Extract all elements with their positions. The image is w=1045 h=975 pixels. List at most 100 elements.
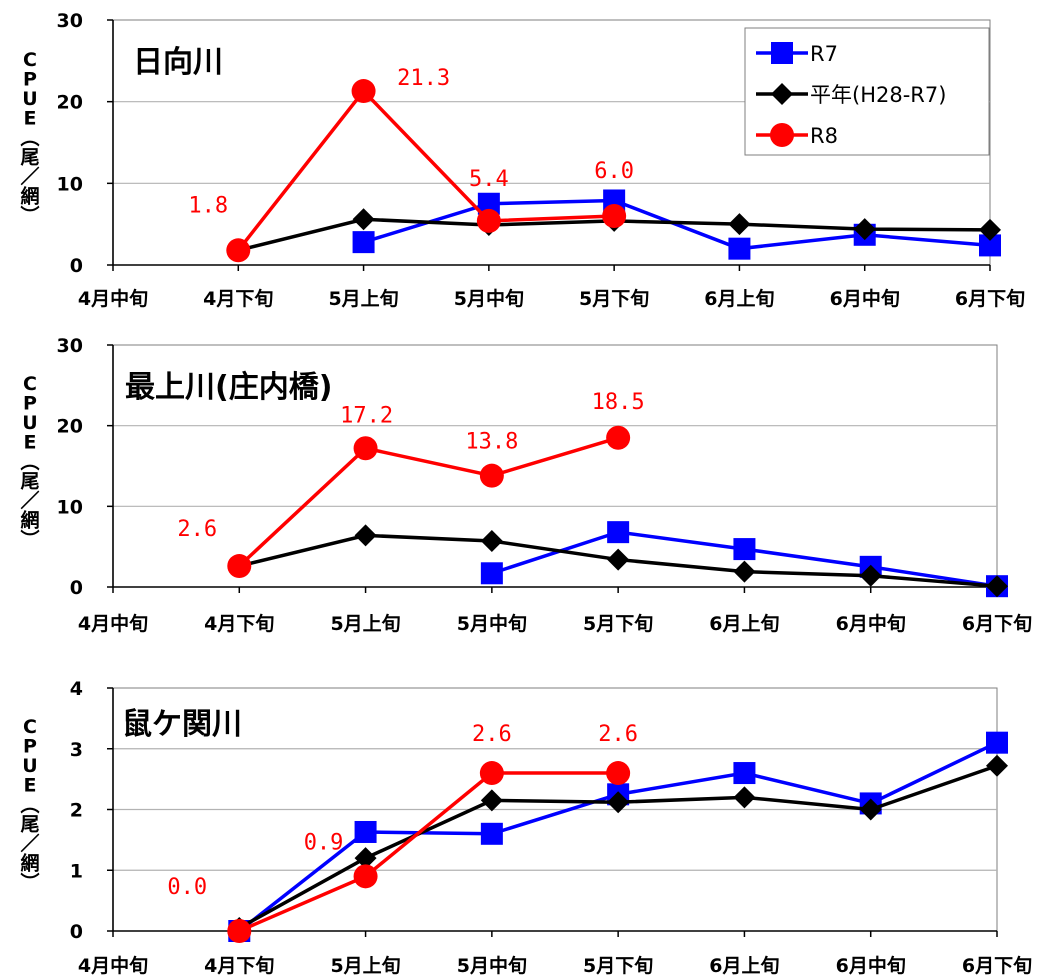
data-point [480, 789, 503, 812]
x-tick-label: 6月中旬 [836, 954, 906, 975]
x-tick-label: 6月下旬 [962, 612, 1032, 635]
y-axis-title-char: ／ [20, 832, 39, 855]
data-label: 13.8 [465, 430, 518, 455]
data-label: 2.6 [598, 722, 638, 747]
data-label: 17.2 [340, 403, 393, 428]
data-point [353, 436, 378, 461]
data-point [354, 820, 377, 843]
data-point [859, 564, 882, 587]
y-axis-title-char: 網 [20, 852, 39, 875]
y-tick-label: 0 [70, 255, 83, 277]
data-label: 2.6 [472, 722, 512, 747]
y-tick-label: 10 [57, 496, 83, 518]
y-axis-title-char: U [22, 412, 37, 434]
data-point [733, 560, 756, 583]
data-point [607, 548, 630, 571]
x-tick-label: 5月中旬 [454, 287, 524, 310]
y-axis-title-char: ︶ [20, 528, 39, 551]
x-tick-label: 4月下旬 [204, 612, 274, 635]
x-tick-label: 5月下旬 [583, 612, 653, 635]
data-label: 6.0 [594, 159, 634, 184]
data-label: 1.8 [188, 193, 228, 218]
legend: R7 平年(H28-R7) R8 [744, 27, 990, 156]
y-axis-title-char: 尾 [20, 814, 39, 836]
data-point [226, 238, 251, 263]
y-tick-label: 4 [70, 678, 83, 700]
data-point [979, 218, 1001, 241]
data-point [607, 791, 630, 814]
data-point [733, 538, 756, 561]
x-tick-label: 4月中旬 [78, 954, 148, 975]
data-label: 21.3 [397, 66, 450, 91]
data-point [859, 798, 882, 821]
legend-label: R8 [810, 124, 838, 148]
legend-label: 平年(H28-R7) [810, 83, 946, 107]
x-tick-label: 4月中旬 [78, 287, 148, 310]
x-tick-label: 5月上旬 [330, 612, 400, 635]
data-point [353, 864, 378, 889]
data-point [480, 530, 503, 553]
y-axis-title-char: E [24, 108, 37, 130]
y-axis-title-char: ︶ [20, 204, 39, 227]
data-point [853, 218, 876, 241]
x-tick-label: 6月下旬 [955, 287, 1025, 310]
y-tick-label: 20 [57, 416, 83, 438]
data-label: 0.9 [304, 830, 344, 855]
data-label: 2.6 [177, 517, 217, 542]
data-point [352, 208, 375, 231]
data-point [479, 761, 504, 786]
y-axis-title-char: P [23, 736, 37, 758]
y-tick-label: 10 [57, 173, 83, 195]
series-line [236, 88, 615, 252]
legend-marker [771, 42, 793, 64]
y-axis-title-char: ／ [20, 489, 39, 512]
y-axis-title-char: P [23, 69, 37, 91]
x-tick-label: 6月上旬 [709, 954, 779, 975]
y-tick-label: 1 [70, 860, 83, 882]
legend-label: R7 [810, 42, 838, 66]
x-tick-label: 5月下旬 [583, 954, 653, 975]
y-tick-label: 30 [57, 10, 83, 32]
data-label: 18.5 [592, 390, 645, 415]
chart-panel-2: 0 10 20 30 4月中旬 4月下旬 5月上旬 5月中旬 5月下旬 6月上旬 6月中旬 6月下旬 C… [20, 335, 1032, 635]
series-3 [226, 79, 627, 263]
y-tick-label: 0 [70, 577, 83, 599]
y-axis-title-char: U [22, 755, 37, 777]
data-point [733, 762, 756, 785]
chart-panel-1: 0 10 20 30 4月中旬 4月下旬 5月上旬 5月中旬 5月下旬 6月上旬 6月中旬 6月下旬 C… [20, 10, 1025, 310]
series-3 [227, 425, 631, 579]
data-point [606, 425, 631, 450]
y-tick-label: 0 [70, 921, 83, 943]
data-point [480, 562, 503, 585]
y-axis-title-char: ︵ [20, 451, 39, 473]
y-axis-title-char: ︵ [20, 127, 39, 149]
legend-marker [771, 83, 793, 105]
data-point [479, 463, 504, 488]
x-tick-label: 5月上旬 [328, 287, 398, 310]
y-axis-title-char: P [23, 393, 37, 415]
data-point [728, 237, 751, 260]
y-axis-title-char: ︶ [20, 871, 39, 894]
data-point [986, 731, 1008, 754]
x-tick-label: 6月下旬 [962, 954, 1032, 975]
y-axis-title-char: ／ [20, 165, 39, 188]
chart-panel-3: 0 1 2 3 4 4月中旬 4月下旬 5月上旬 5月中旬 5月下旬 6月上旬 6月中旬 6月下旬 CPU… [20, 678, 1032, 975]
x-tick-label: 6月上旬 [709, 612, 779, 635]
y-axis-title-char: C [23, 49, 37, 71]
data-point [476, 208, 501, 233]
data-point [227, 554, 252, 579]
data-point [354, 524, 377, 547]
x-tick-label: 4月下旬 [203, 287, 273, 310]
y-tick-label: 30 [57, 335, 83, 357]
y-axis-title-char: 尾 [20, 147, 39, 169]
y-tick-label: 3 [70, 739, 83, 761]
series-3 [227, 761, 631, 943]
data-point [352, 231, 375, 254]
data-point [606, 761, 631, 786]
series-line [238, 771, 619, 933]
data-label: 0.0 [167, 875, 207, 900]
data-point [477, 192, 500, 215]
x-tick-label: 5月中旬 [457, 612, 527, 635]
data-label: 5.4 [469, 167, 509, 192]
